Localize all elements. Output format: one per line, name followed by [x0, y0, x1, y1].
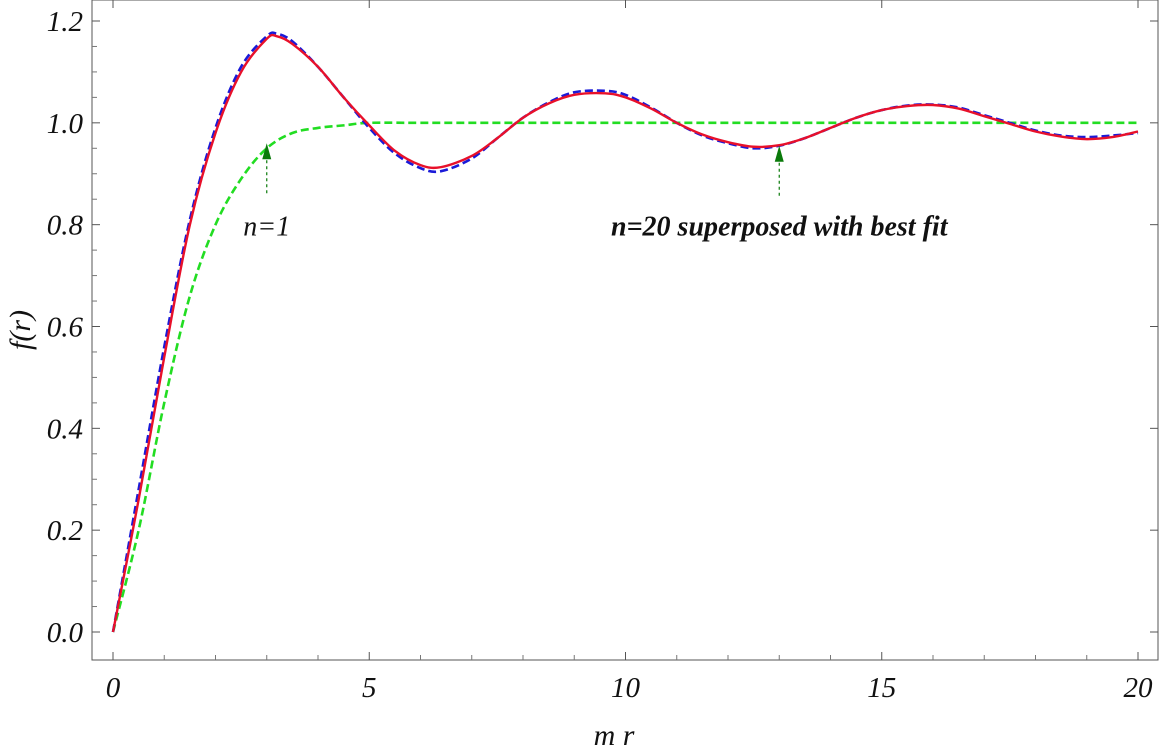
annotations: n=1 n=20 superposed with best fit: [243, 143, 949, 243]
x-tick-label: 15: [867, 672, 896, 704]
y-tick-label: 1.2: [47, 6, 83, 38]
axis-ticks: 0 5 10 15 20 0.0 0.2 0.4 0.6 0.8 1.0 1.2: [47, 0, 1158, 704]
x-tick-label: 5: [362, 672, 377, 704]
series-line-red-solid: [111, 33, 1139, 633]
series-layer: [111, 31, 1139, 633]
annotation-arrow-head: [774, 145, 784, 162]
series-line-green-dashed: [111, 121, 1138, 633]
plot-frame: [91, 0, 1159, 661]
annotation-label: n=1: [243, 212, 290, 243]
x-tick-label: 0: [106, 672, 121, 704]
x-tick-label: 10: [611, 672, 641, 704]
y-tick-label: 0.8: [47, 210, 84, 242]
x-axis-title: m r: [594, 719, 635, 752]
y-tick-label: 0.0: [47, 617, 84, 649]
y-tick-label: 0.4: [47, 413, 83, 445]
y-tick-label: 1.0: [47, 108, 84, 140]
annotation-label: n=20 superposed with best fit: [611, 212, 949, 243]
x-tick-label: 20: [1124, 672, 1154, 704]
y-axis-title: f(r): [4, 310, 37, 350]
y-tick-label: 0.6: [47, 312, 84, 344]
y-tick-label: 0.2: [47, 515, 83, 547]
annotation-arrow-head: [262, 143, 272, 160]
